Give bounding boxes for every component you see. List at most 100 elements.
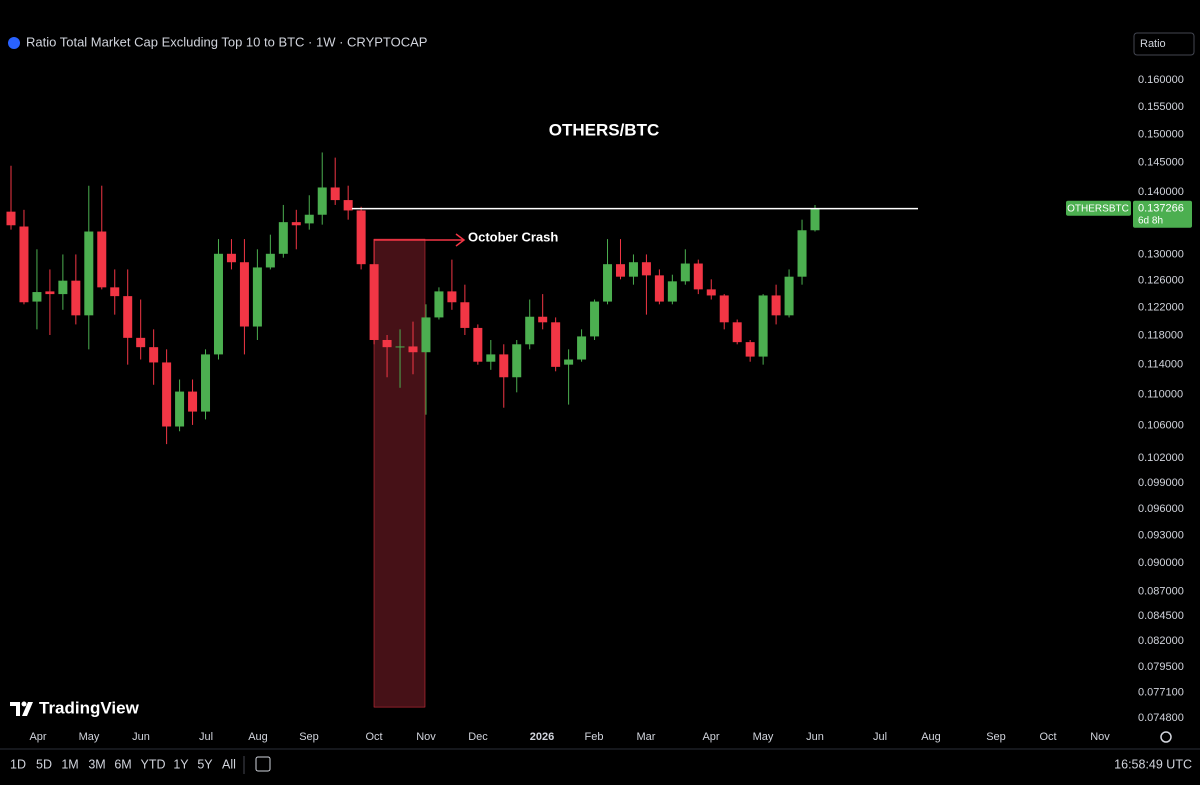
x-tick-label: Dec <box>468 731 488 743</box>
candle-body <box>71 280 81 316</box>
candle-body <box>771 295 781 316</box>
range-button[interactable]: 1M <box>61 757 78 771</box>
y-tick-label: 0.096000 <box>1138 503 1184 515</box>
candle-body <box>693 263 703 290</box>
candle-body <box>213 253 223 355</box>
candle-body <box>680 263 690 282</box>
candle-body <box>577 336 587 360</box>
candle-body <box>97 231 107 288</box>
candle-body <box>278 222 288 254</box>
brand-name: TradingView <box>39 698 140 717</box>
plot-area <box>6 152 918 708</box>
range-button[interactable]: 1D <box>10 757 26 771</box>
scale-button[interactable] <box>1133 32 1195 56</box>
candle-body <box>265 253 275 268</box>
y-tick-label: 0.102000 <box>1138 452 1184 464</box>
brand-logo: TradingView <box>10 698 140 717</box>
x-tick-label: Jul <box>873 731 887 743</box>
x-tick-label: Feb <box>585 731 604 743</box>
candle-body <box>382 339 392 348</box>
y-tick-label: 0.106000 <box>1138 420 1184 432</box>
candle-body <box>551 322 561 367</box>
candle-body <box>330 187 340 201</box>
candle-body <box>590 301 600 337</box>
y-tick-label: 0.160000 <box>1138 74 1184 86</box>
annotation-arrow <box>374 233 466 247</box>
candle-body <box>188 391 198 412</box>
y-tick-label: 0.155000 <box>1138 101 1184 113</box>
y-tick-label: 0.077100 <box>1138 687 1184 699</box>
range-button[interactable]: YTD <box>141 757 166 771</box>
y-tick-label: 0.150000 <box>1138 128 1184 140</box>
x-tick-label: Nov <box>1090 731 1110 743</box>
x-tick-label: 2026 <box>530 731 554 743</box>
candle-body <box>797 230 807 277</box>
chart-title: OTHERS/BTC <box>549 120 660 139</box>
candle-body <box>291 222 301 226</box>
x-tick-label: Mar <box>637 731 656 743</box>
candle-body <box>473 327 483 362</box>
candle-body <box>149 347 159 363</box>
y-tick-label: 0.082000 <box>1138 635 1184 647</box>
range-button[interactable]: 6M <box>114 757 131 771</box>
candle-body <box>32 292 42 302</box>
candle-body <box>564 359 574 365</box>
candle-body <box>784 276 794 316</box>
candle-body <box>369 264 379 340</box>
candle-body <box>19 226 29 303</box>
candle-body <box>615 264 625 277</box>
candle-body <box>706 289 716 296</box>
scale-button-label[interactable]: Ratio <box>1140 38 1166 50</box>
y-tick-label: 0.126000 <box>1138 275 1184 287</box>
price-label: 0.137266 <box>1138 203 1184 215</box>
x-tick-label: Aug <box>921 731 941 743</box>
x-tick-label: May <box>753 731 774 743</box>
x-tick-label: Jul <box>199 731 213 743</box>
x-tick-label: Jun <box>806 731 824 743</box>
candle-body <box>719 295 729 323</box>
y-tick-label: 0.122000 <box>1138 302 1184 314</box>
candle-body <box>654 275 664 302</box>
logo-dot <box>21 701 27 707</box>
candle-body <box>434 291 444 318</box>
candle-body <box>538 316 548 323</box>
logo-mark <box>10 702 20 716</box>
settings-icon[interactable] <box>1160 731 1172 743</box>
range-button[interactable]: 3M <box>88 757 105 771</box>
y-tick-label: 0.087000 <box>1138 585 1184 597</box>
date-range-icon[interactable] <box>255 756 271 772</box>
x-tick-label: May <box>79 731 100 743</box>
x-tick-label: Aug <box>248 731 268 743</box>
candle-body <box>136 337 146 348</box>
candle-body <box>460 302 470 328</box>
range-button[interactable]: 5Y <box>197 757 213 771</box>
y-tick-label: 0.084500 <box>1138 610 1184 622</box>
candle-body <box>123 296 133 338</box>
candle-body <box>6 211 16 226</box>
candle-body <box>239 262 249 327</box>
range-button[interactable]: 5D <box>36 757 52 771</box>
candle-body <box>226 253 236 263</box>
range-button[interactable]: All <box>222 757 236 771</box>
candle-body <box>304 214 314 224</box>
x-tick-label: Sep <box>986 731 1006 743</box>
candle-body <box>110 287 120 297</box>
candle-body <box>667 281 677 302</box>
candle-body <box>84 231 94 316</box>
y-tick-label: 0.145000 <box>1138 157 1184 169</box>
symbol-label: OTHERSBTC <box>1067 203 1129 214</box>
range-button[interactable]: 1Y <box>173 757 189 771</box>
clock: 16:58:49 UTC <box>1114 757 1192 771</box>
candle-body <box>603 264 613 302</box>
x-tick-label: Nov <box>416 731 436 743</box>
candle-body <box>512 344 522 378</box>
y-tick-label: 0.099000 <box>1138 477 1184 489</box>
candle-body <box>162 362 172 427</box>
x-tick-label: Oct <box>365 731 382 743</box>
candle-body <box>421 317 431 353</box>
y-tick-label: 0.118000 <box>1138 330 1183 342</box>
y-tick-label: 0.093000 <box>1138 529 1184 541</box>
candle-body <box>447 291 457 303</box>
